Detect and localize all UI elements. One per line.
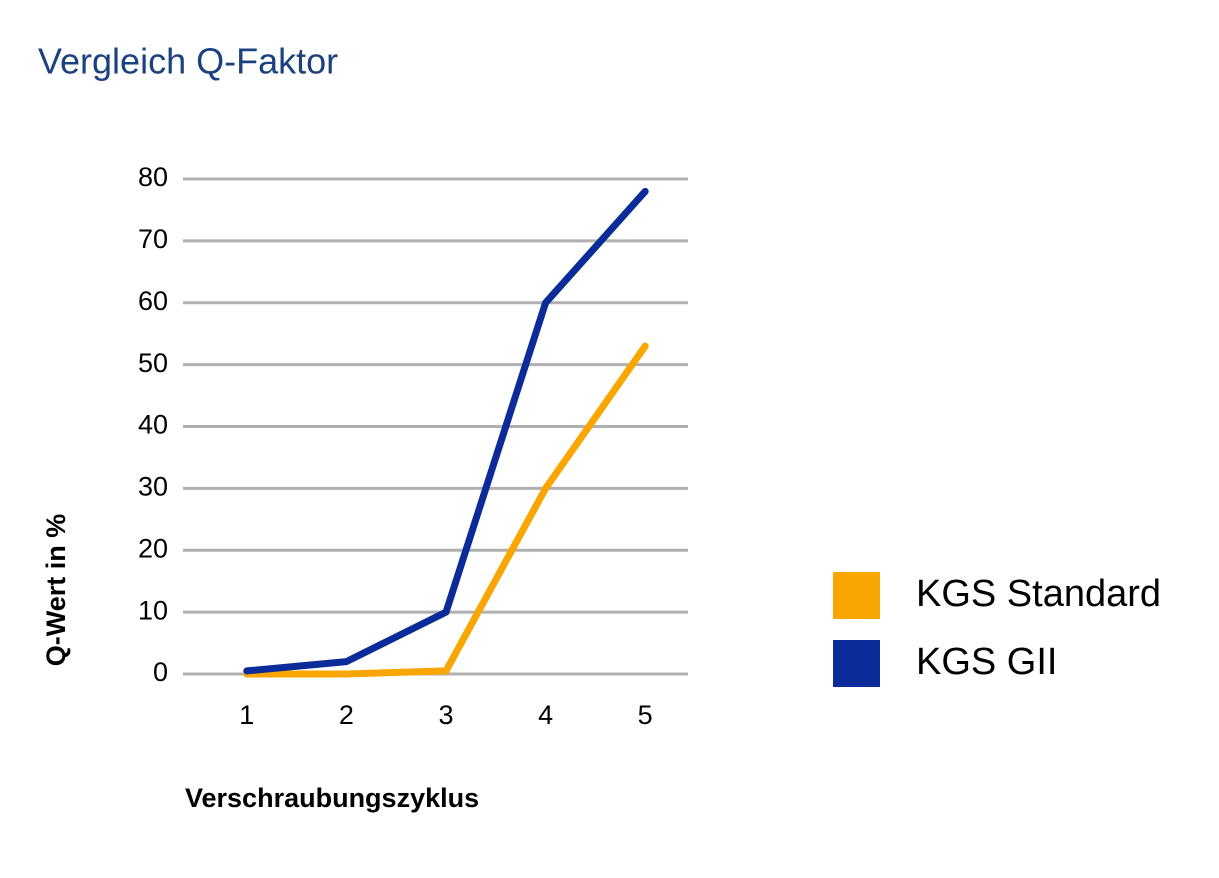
x-tick-label: 3 — [438, 700, 453, 730]
y-tick-label: 60 — [138, 286, 168, 316]
y-tick-label: 40 — [138, 410, 168, 440]
x-tick-label: 5 — [638, 700, 653, 730]
x-axis-label: Verschraubungszyklus — [185, 783, 479, 813]
legend-swatch — [833, 572, 880, 619]
y-tick-label: 80 — [138, 162, 168, 192]
legend-label: KGS Standard — [916, 573, 1161, 615]
legend-label: KGS GII — [916, 641, 1057, 683]
y-tick-label: 10 — [138, 595, 168, 625]
x-tick-label: 2 — [339, 700, 354, 730]
legend-swatch — [833, 640, 880, 687]
x-tick-label: 1 — [239, 700, 254, 730]
line-series — [243, 187, 649, 675]
y-tick-label: 0 — [153, 657, 168, 687]
y-tick-label: 30 — [138, 472, 168, 502]
x-tick-label: 4 — [538, 700, 553, 730]
y-axis-label: Q-Wert in % — [41, 514, 71, 667]
y-tick-label: 20 — [138, 533, 168, 563]
y-tick-label: 50 — [138, 348, 168, 378]
line-series — [243, 342, 649, 678]
y-tick-label: 70 — [138, 224, 168, 254]
chart-title: Vergleich Q-Faktor — [38, 41, 338, 82]
